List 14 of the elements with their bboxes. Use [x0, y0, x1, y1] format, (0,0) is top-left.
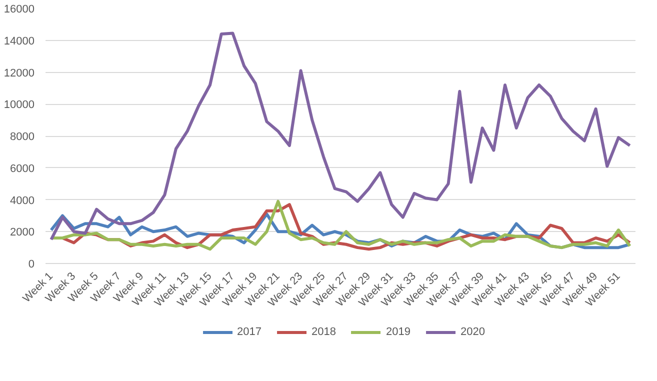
y-tick-label: 8000: [10, 131, 35, 143]
y-tick-label: 16000: [4, 4, 35, 16]
line-series: [50, 32, 632, 242]
legend-label: 2019: [386, 326, 410, 338]
legend-label: 2020: [460, 326, 485, 338]
y-tick-label: 0: [28, 258, 35, 270]
y-tick-label: 12000: [4, 67, 35, 80]
y-tick-label: 2000: [10, 226, 35, 239]
y-tick-label: 4000: [10, 194, 35, 207]
y-tick-label: 10000: [4, 99, 35, 112]
y-tick-label: 14000: [4, 35, 35, 48]
legend-label: 2018: [312, 326, 336, 338]
legend-label: 2017: [237, 326, 262, 338]
y-tick-label: 6000: [10, 162, 35, 175]
